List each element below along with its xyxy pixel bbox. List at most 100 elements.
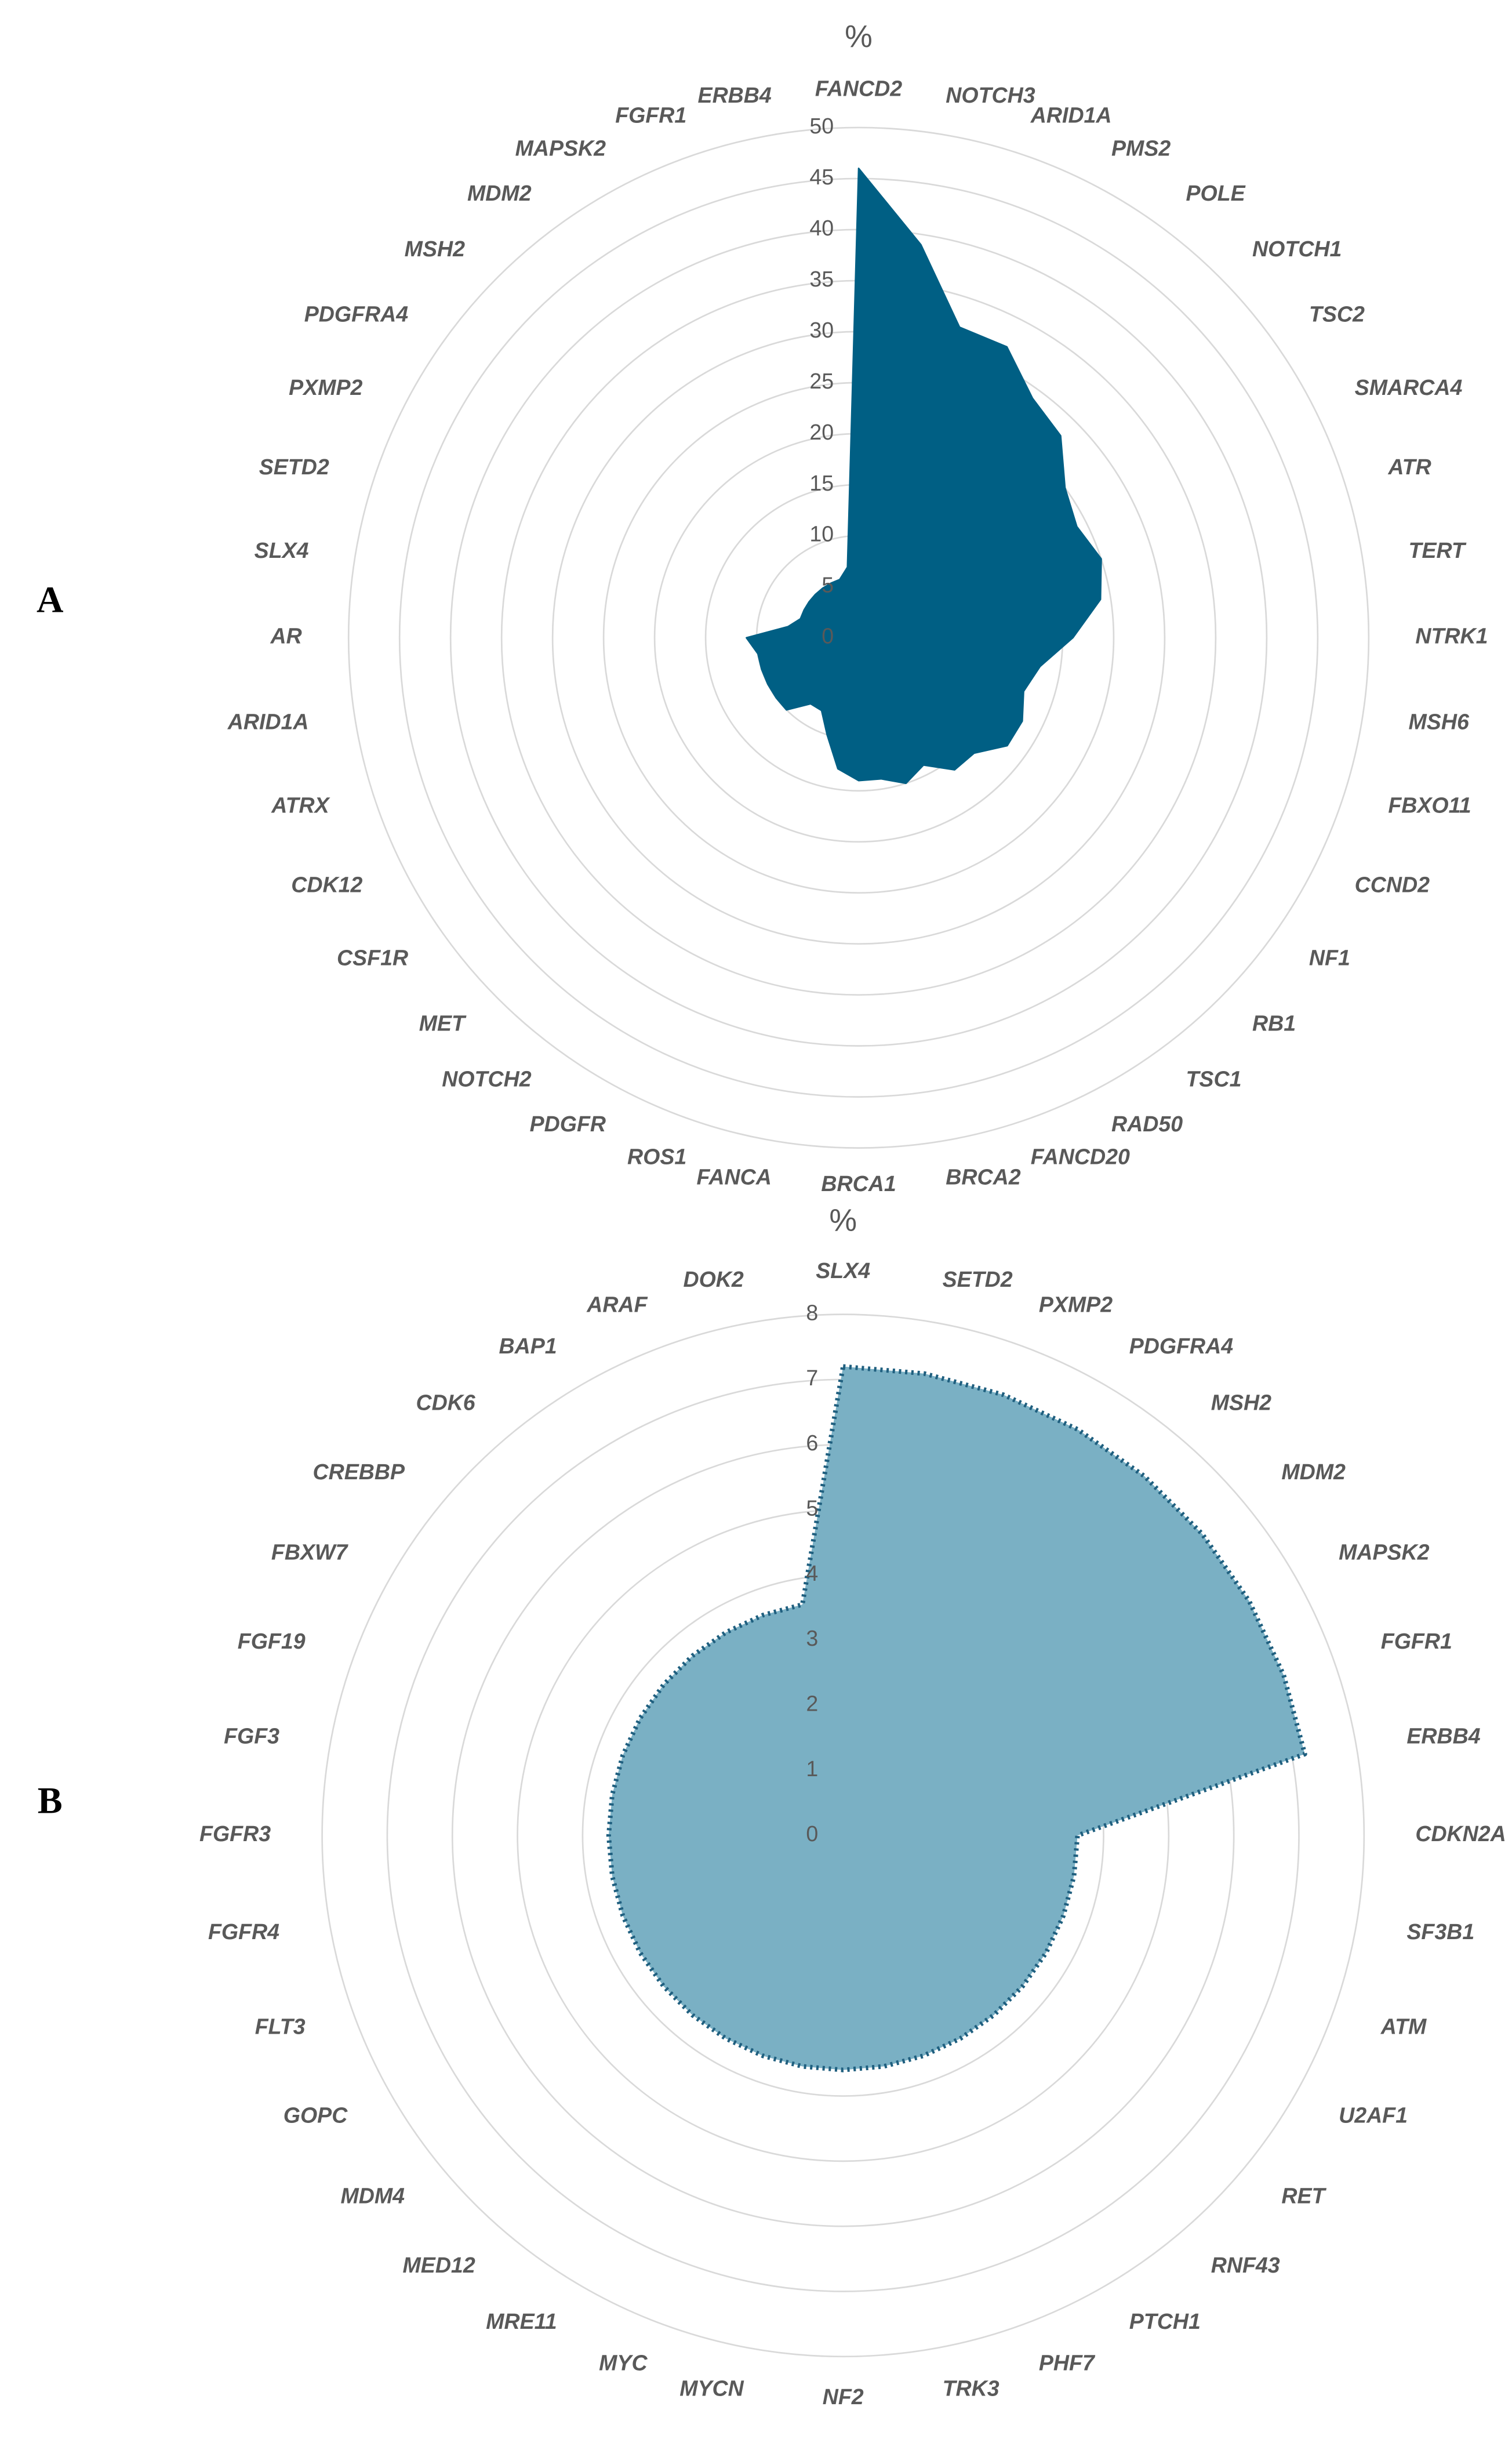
category-label: NTRK1 xyxy=(1415,624,1488,648)
category-label: MDM4 xyxy=(340,2183,405,2208)
category-label: FGF19 xyxy=(238,1629,306,1653)
panel-label: B xyxy=(38,1780,63,1821)
r-tick-label: 20 xyxy=(809,420,834,444)
category-label: MAPSK2 xyxy=(515,136,606,160)
category-label: FGF3 xyxy=(224,1724,279,1748)
category-label: SLX4 xyxy=(255,538,309,562)
r-tick-label: 5 xyxy=(822,573,834,597)
category-label: PXMP2 xyxy=(1039,1293,1113,1317)
category-label: POLE xyxy=(1186,181,1245,205)
r-tick-label: 6 xyxy=(806,1431,818,1455)
category-label: MSH2 xyxy=(1211,1390,1271,1414)
category-label: MED12 xyxy=(403,2253,475,2277)
category-label: FGFR1 xyxy=(1381,1629,1452,1653)
category-label: RET xyxy=(1281,2183,1326,2208)
category-label: TERT xyxy=(1409,538,1467,562)
category-label: MSH2 xyxy=(405,237,465,261)
category-label: CCND2 xyxy=(1355,872,1430,897)
category-label: SETD2 xyxy=(259,455,329,479)
category-label: ERBB4 xyxy=(1406,1724,1480,1748)
category-label: CREBBP xyxy=(312,1460,405,1484)
category-label: TSC1 xyxy=(1186,1067,1241,1091)
category-label: PDGFRA4 xyxy=(1129,1334,1234,1358)
category-label: TSC2 xyxy=(1309,302,1365,326)
category-label: ARAF xyxy=(586,1293,648,1317)
category-label: ATR xyxy=(1387,455,1431,479)
category-label: AR xyxy=(270,624,302,648)
category-label: FBXW7 xyxy=(271,1540,349,1565)
category-label: CDK6 xyxy=(416,1390,475,1414)
category-label: SETD2 xyxy=(943,1267,1013,1291)
category-label: NOTCH3 xyxy=(946,83,1035,107)
category-label: CDKN2A xyxy=(1415,1821,1506,1846)
category-label: PMS2 xyxy=(1111,136,1171,160)
category-label: GOPC xyxy=(284,2103,348,2128)
r-tick-label: 45 xyxy=(809,165,834,189)
r-tick-label: 2 xyxy=(806,1692,818,1716)
r-tick-label: 1 xyxy=(806,1756,818,1781)
category-label: PDGFR xyxy=(530,1112,606,1136)
axis-unit: % xyxy=(845,19,873,54)
category-label: ERBB4 xyxy=(698,83,772,107)
r-tick-label: 5 xyxy=(806,1496,818,1520)
category-label: CDK12 xyxy=(291,872,362,897)
category-label: SMARCA4 xyxy=(1355,375,1463,400)
radar-area xyxy=(606,1364,1307,2073)
grid-ring xyxy=(321,1313,1365,2358)
category-label: ATRX xyxy=(271,793,330,817)
category-label: U2AF1 xyxy=(1339,2103,1408,2128)
category-label: PTCH1 xyxy=(1129,2309,1201,2333)
r-tick-label: 0 xyxy=(806,1821,818,1846)
category-label: ARID1A xyxy=(227,709,309,734)
radar-area xyxy=(746,168,1102,785)
r-tick-label: 0 xyxy=(822,624,834,648)
category-label: RNF43 xyxy=(1211,2253,1280,2277)
r-tick-label: 3 xyxy=(806,1626,818,1650)
category-label: FANCD20 xyxy=(1031,1145,1130,1169)
category-label: DOK2 xyxy=(683,1267,743,1291)
axis-unit: % xyxy=(829,1203,857,1238)
panel-label: A xyxy=(37,579,63,620)
r-tick-label: 8 xyxy=(806,1301,818,1325)
category-label: ARID1A xyxy=(1030,103,1112,128)
category-label: FLT3 xyxy=(255,2014,306,2038)
category-label: FANCA xyxy=(696,1164,771,1189)
category-label: RAD50 xyxy=(1111,1112,1183,1136)
category-label: PDGFRA4 xyxy=(304,302,409,326)
category-label: RB1 xyxy=(1252,1011,1296,1035)
category-label: MET xyxy=(419,1011,467,1035)
category-label: SLX4 xyxy=(816,1258,870,1283)
category-label: PHF7 xyxy=(1039,2351,1096,2375)
category-label: ATM xyxy=(1380,2014,1427,2038)
r-tick-label: 15 xyxy=(809,471,834,495)
category-label: NF1 xyxy=(1309,946,1350,970)
category-label: FGFR3 xyxy=(199,1821,271,1846)
r-tick-label: 7 xyxy=(806,1366,818,1390)
category-label: FANCD2 xyxy=(815,77,902,101)
category-label: MYC xyxy=(599,2351,648,2375)
category-label: PXMP2 xyxy=(289,375,362,400)
category-label: FBXO11 xyxy=(1388,793,1471,817)
r-tick-label: 50 xyxy=(809,114,834,138)
category-label: MRE11 xyxy=(486,2309,557,2333)
r-tick-label: 30 xyxy=(809,318,834,342)
category-label: NF2 xyxy=(823,2384,864,2409)
category-label: MDM2 xyxy=(1281,1460,1346,1484)
category-label: MDM2 xyxy=(467,181,532,205)
grid-ring xyxy=(347,126,1370,1149)
category-label: SF3B1 xyxy=(1406,1919,1474,1944)
category-label: MYCN xyxy=(679,2376,744,2400)
category-label: CSF1R xyxy=(337,946,408,970)
category-label: BRCA2 xyxy=(946,1164,1020,1189)
r-tick-label: 40 xyxy=(809,216,834,240)
category-label: FGFR1 xyxy=(615,103,686,128)
category-label: FGFR4 xyxy=(208,1919,279,1944)
category-label: ROS1 xyxy=(627,1145,686,1169)
category-label: TRK3 xyxy=(943,2376,999,2400)
r-tick-label: 4 xyxy=(806,1561,818,1585)
r-tick-label: 35 xyxy=(809,267,834,291)
category-label: NOTCH2 xyxy=(442,1067,531,1091)
category-label: MAPSK2 xyxy=(1339,1540,1430,1565)
category-label: BAP1 xyxy=(499,1334,557,1358)
